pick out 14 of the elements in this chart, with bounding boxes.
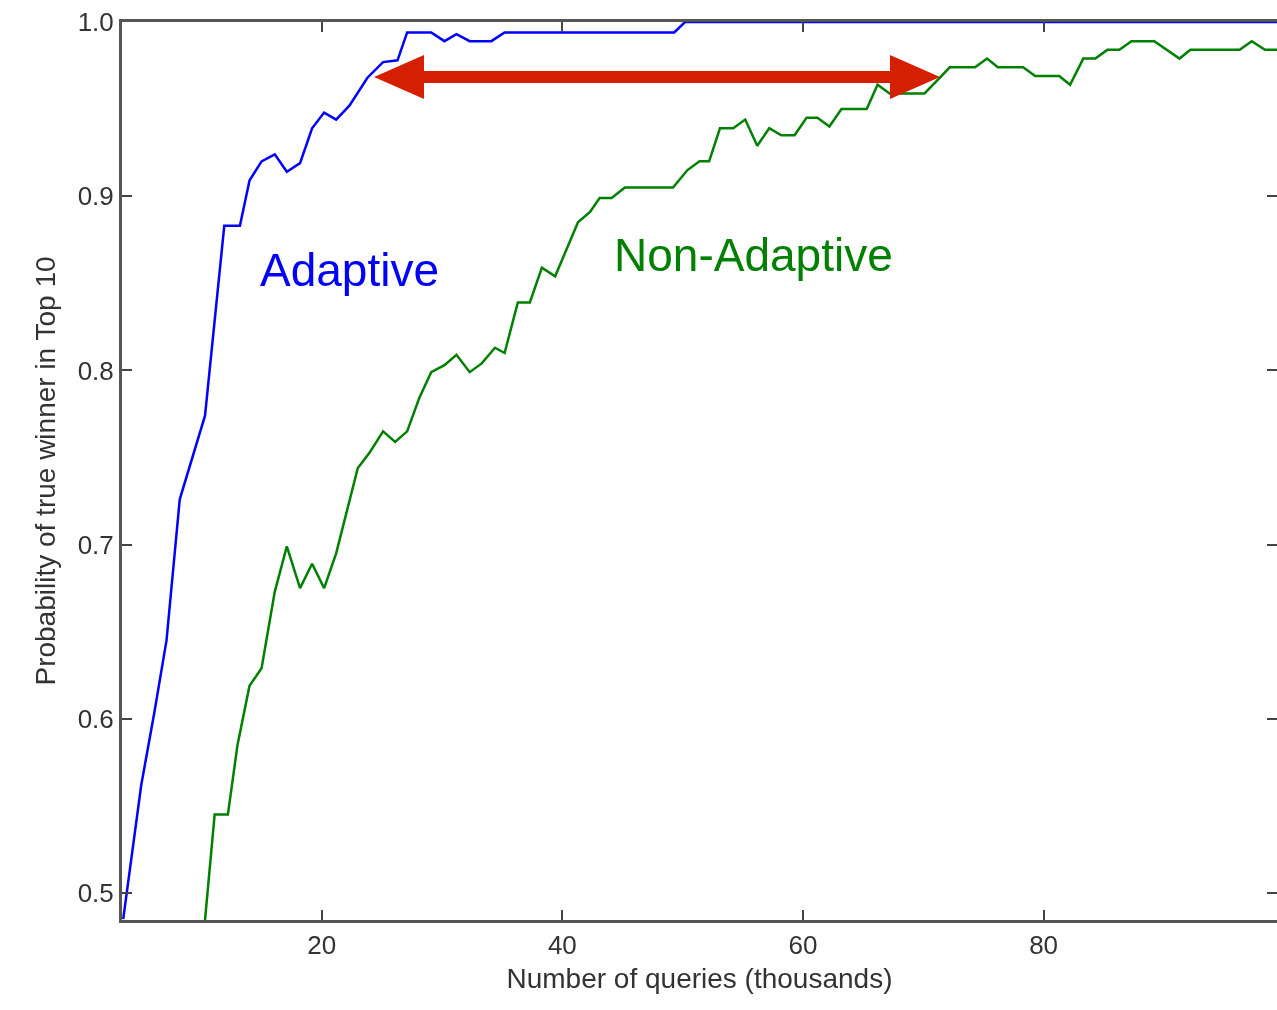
y-tick-label: 0.5 [77,878,114,909]
y-tick-label: 0.8 [77,355,114,386]
y-axis-title: Probability of true winner in Top 10 [30,256,62,686]
y-tick-label: 0.6 [77,703,114,734]
x-tick-label: 40 [547,930,577,961]
y-tick-label: 0.7 [77,529,114,560]
x-tick-label: 60 [788,930,818,961]
series-label: Adaptive [260,244,440,296]
y-tick-label: 0.9 [77,181,114,212]
x-tick-label: 20 [307,930,337,961]
x-tick-label: 80 [1029,930,1059,961]
y-tick-label: 1.0 [77,7,114,38]
x-axis-title: Number of queries (thousands) [506,963,893,995]
series-label: Non-Adaptive [614,229,893,281]
